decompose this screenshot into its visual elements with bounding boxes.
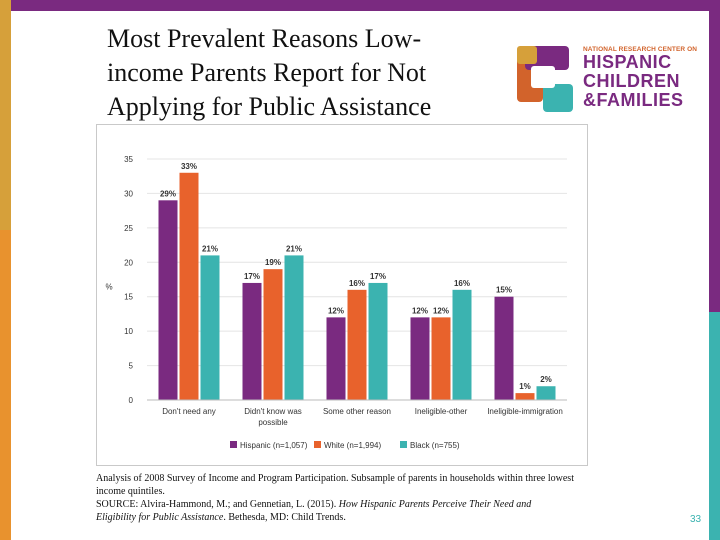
bar-series0-cat4 bbox=[494, 296, 514, 400]
bar-series2-cat1 bbox=[284, 255, 304, 400]
y-tick-label-5: 5 bbox=[129, 362, 134, 371]
right-color-band-upper bbox=[709, 0, 720, 312]
bar-series0-cat2 bbox=[326, 317, 346, 400]
bar-series1-cat0 bbox=[179, 172, 199, 400]
y-tick-label-30: 30 bbox=[124, 189, 133, 198]
source-line-4: Eligibility for Public Assistance. Bethe… bbox=[96, 512, 346, 523]
title-line-3: Applying for Public Assistance bbox=[107, 92, 432, 121]
legend-label-0: Hispanic (n=1,057) bbox=[240, 441, 308, 450]
bar-series1-cat2 bbox=[347, 289, 367, 400]
data-label-series1-cat2: 16% bbox=[349, 279, 365, 288]
data-label-series1-cat3: 12% bbox=[433, 306, 449, 315]
logo-wordmark: NATIONAL RESEARCH CENTER ON HISPANIC CHI… bbox=[583, 46, 697, 110]
bar-series1-cat4 bbox=[515, 393, 535, 400]
logo-line-families: &FAMILIES bbox=[583, 90, 684, 110]
bar-series2-cat4 bbox=[536, 386, 556, 400]
logo-line-children: CHILDREN bbox=[583, 71, 680, 91]
y-tick-label-20: 20 bbox=[124, 258, 133, 267]
slide-title: Most Prevalent Reasons Low- income Paren… bbox=[107, 22, 507, 124]
legend-swatch-2 bbox=[400, 441, 407, 448]
data-label-series0-cat4: 15% bbox=[496, 286, 512, 295]
data-label-series2-cat1: 21% bbox=[286, 244, 302, 253]
data-label-series1-cat4: 1% bbox=[519, 382, 531, 391]
source-note: Analysis of 2008 Survey of Income and Pr… bbox=[96, 472, 656, 524]
legend-swatch-0 bbox=[230, 441, 237, 448]
bar-series0-cat3 bbox=[410, 317, 430, 400]
source-line-1: Analysis of 2008 Survey of Income and Pr… bbox=[96, 473, 574, 484]
top-color-band bbox=[0, 0, 720, 11]
title-line-1: Most Prevalent Reasons Low- bbox=[107, 24, 422, 53]
y-axis-label: % bbox=[105, 283, 112, 292]
source-line-2: income quintiles. bbox=[96, 486, 165, 497]
category-label-2-line0: Some other reason bbox=[323, 407, 391, 416]
category-label-0-line0: Don't need any bbox=[162, 407, 216, 416]
data-label-series2-cat3: 16% bbox=[454, 279, 470, 288]
bar-chart: 0 5 10 15 20 25 30 35% 29% 33% 21% Don't need any 17… bbox=[105, 155, 567, 450]
data-label-series2-cat0: 21% bbox=[202, 244, 218, 253]
data-label-series1-cat1: 19% bbox=[265, 258, 281, 267]
legend-label-1: White (n=1,994) bbox=[324, 441, 381, 450]
y-tick-label-15: 15 bbox=[124, 293, 133, 302]
category-label-3-line0: Ineligible-other bbox=[415, 407, 468, 416]
logo-line-hispanic: HISPANIC bbox=[583, 52, 672, 72]
category-label-4-line0: Ineligible-immigration bbox=[487, 407, 563, 416]
data-label-series2-cat4: 2% bbox=[540, 375, 552, 384]
y-tick-label-10: 10 bbox=[124, 327, 133, 336]
category-label-1-line0: Didn't know was bbox=[244, 407, 302, 416]
y-tick-label-25: 25 bbox=[124, 224, 133, 233]
y-tick-label-0: 0 bbox=[129, 396, 134, 405]
left-color-band-upper bbox=[0, 0, 11, 230]
data-label-series0-cat1: 17% bbox=[244, 272, 260, 281]
logo-tagline: NATIONAL RESEARCH CENTER ON bbox=[583, 46, 698, 53]
bar-series1-cat3 bbox=[431, 317, 451, 400]
data-label-series0-cat3: 12% bbox=[412, 306, 428, 315]
bar-series2-cat0 bbox=[200, 255, 220, 400]
bar-series2-cat3 bbox=[452, 289, 472, 400]
bar-series2-cat2 bbox=[368, 282, 388, 400]
source-line-3: SOURCE: Alvira-Hammond, M.; and Gennetia… bbox=[96, 499, 532, 510]
category-label-1-line1: possible bbox=[258, 418, 288, 427]
legend-label-2: Black (n=755) bbox=[410, 441, 460, 450]
bar-series0-cat0 bbox=[158, 200, 178, 400]
bar-series0-cat1 bbox=[242, 282, 262, 400]
title-line-2: income Parents Report for Not bbox=[107, 58, 427, 87]
data-label-series2-cat2: 17% bbox=[370, 272, 386, 281]
data-label-series0-cat0: 29% bbox=[160, 189, 176, 198]
y-tick-label-35: 35 bbox=[124, 155, 133, 164]
page-number: 33 bbox=[690, 514, 702, 525]
data-label-series1-cat0: 33% bbox=[181, 162, 197, 171]
right-color-band-lower bbox=[709, 312, 720, 540]
left-color-band-lower bbox=[0, 230, 11, 540]
legend-swatch-1 bbox=[314, 441, 321, 448]
hispanic-center-logo-mark bbox=[517, 46, 573, 112]
chart-container: 0 5 10 15 20 25 30 35% 29% 33% 21% Don't need any 17… bbox=[96, 124, 588, 466]
data-label-series0-cat2: 12% bbox=[328, 306, 344, 315]
bar-series1-cat1 bbox=[263, 269, 283, 400]
